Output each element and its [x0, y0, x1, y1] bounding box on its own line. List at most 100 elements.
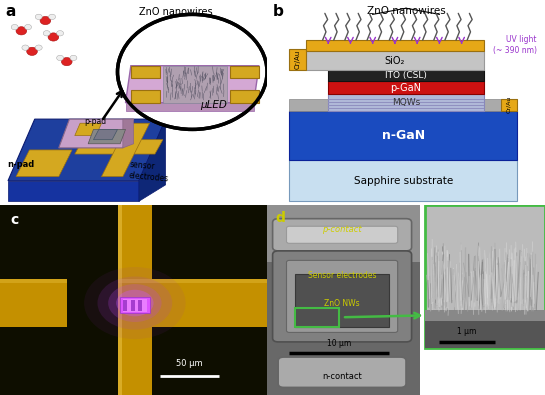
- Text: n-GaN: n-GaN: [382, 129, 425, 142]
- Bar: [426, 310, 545, 348]
- Bar: [289, 99, 328, 111]
- Bar: [328, 96, 484, 97]
- Bar: [426, 321, 545, 348]
- Bar: [289, 111, 517, 160]
- Circle shape: [25, 24, 32, 30]
- Polygon shape: [131, 90, 160, 103]
- FancyBboxPatch shape: [287, 260, 398, 333]
- Bar: [0, 279, 267, 327]
- Bar: [131, 300, 135, 310]
- Text: SiO₂: SiO₂: [385, 56, 405, 66]
- Text: Sensor electrodes: Sensor electrodes: [308, 271, 377, 280]
- Bar: [306, 40, 484, 51]
- Bar: [138, 300, 142, 310]
- Polygon shape: [75, 140, 163, 154]
- Polygon shape: [8, 119, 166, 181]
- Polygon shape: [125, 103, 254, 111]
- Polygon shape: [125, 66, 259, 103]
- Text: ZnO nanowires: ZnO nanowires: [140, 8, 213, 17]
- Text: n-pad: n-pad: [8, 160, 35, 169]
- Text: a: a: [5, 4, 16, 19]
- Circle shape: [40, 17, 51, 24]
- FancyBboxPatch shape: [287, 226, 398, 243]
- Text: 10 μm: 10 μm: [327, 339, 352, 348]
- Circle shape: [118, 14, 267, 130]
- Text: ITO (CSL): ITO (CSL): [385, 71, 427, 80]
- Bar: [328, 105, 484, 106]
- Bar: [328, 70, 484, 81]
- Circle shape: [22, 45, 29, 50]
- Text: Cr/Au: Cr/Au: [295, 50, 301, 69]
- Circle shape: [70, 55, 77, 60]
- Polygon shape: [88, 130, 125, 144]
- Bar: [289, 160, 517, 201]
- Bar: [267, 205, 420, 262]
- Text: p-contact: p-contact: [322, 225, 362, 233]
- Circle shape: [116, 290, 154, 316]
- Text: p-pad: p-pad: [84, 117, 106, 126]
- Text: ZnO nanowires: ZnO nanowires: [367, 6, 445, 16]
- Bar: [0, 279, 267, 283]
- Polygon shape: [229, 90, 259, 103]
- Circle shape: [62, 58, 72, 66]
- Circle shape: [27, 47, 38, 55]
- Bar: [163, 66, 227, 103]
- Bar: [118, 205, 122, 395]
- Circle shape: [48, 33, 59, 41]
- Text: ZnO NWs: ZnO NWs: [324, 299, 360, 308]
- Circle shape: [49, 14, 56, 19]
- Polygon shape: [94, 130, 118, 140]
- Bar: [426, 205, 545, 348]
- Bar: [123, 299, 147, 312]
- Text: p-GaN: p-GaN: [391, 83, 421, 93]
- Polygon shape: [123, 119, 134, 148]
- Circle shape: [35, 14, 42, 19]
- Circle shape: [11, 24, 18, 30]
- Polygon shape: [16, 150, 72, 177]
- Polygon shape: [139, 119, 166, 201]
- Bar: [500, 99, 517, 111]
- Circle shape: [43, 30, 50, 36]
- Bar: [123, 300, 127, 310]
- Bar: [120, 297, 149, 314]
- Text: n-contact: n-contact: [322, 372, 362, 380]
- Polygon shape: [131, 66, 160, 78]
- Bar: [328, 108, 484, 109]
- Text: 50 μm: 50 μm: [176, 359, 203, 369]
- Polygon shape: [229, 66, 259, 78]
- Polygon shape: [59, 119, 134, 148]
- Circle shape: [57, 55, 64, 60]
- Text: c: c: [11, 213, 19, 227]
- Bar: [67, 279, 118, 327]
- Circle shape: [84, 267, 186, 339]
- Text: b: b: [272, 4, 283, 19]
- Bar: [118, 205, 152, 395]
- Bar: [328, 94, 484, 111]
- Text: μLED: μLED: [200, 100, 227, 110]
- Circle shape: [16, 27, 27, 35]
- Bar: [267, 205, 420, 395]
- Text: 1 μm: 1 μm: [457, 327, 477, 336]
- Bar: [328, 102, 484, 103]
- Text: d: d: [275, 211, 285, 225]
- Circle shape: [35, 45, 42, 50]
- Text: sensor
electrodes: sensor electrodes: [128, 160, 169, 183]
- Bar: [295, 274, 389, 327]
- Bar: [306, 51, 484, 70]
- Text: MQWs: MQWs: [392, 98, 420, 107]
- Text: Sapphire substrate: Sapphire substrate: [354, 176, 453, 186]
- Circle shape: [108, 284, 161, 322]
- FancyBboxPatch shape: [272, 251, 411, 342]
- Text: Cr/Au: Cr/Au: [506, 96, 511, 113]
- FancyBboxPatch shape: [278, 357, 406, 387]
- Polygon shape: [101, 123, 149, 177]
- Polygon shape: [75, 123, 101, 135]
- Circle shape: [98, 276, 172, 329]
- FancyBboxPatch shape: [272, 219, 411, 251]
- Bar: [295, 308, 340, 327]
- Bar: [289, 49, 306, 70]
- Polygon shape: [8, 181, 139, 201]
- Circle shape: [57, 30, 64, 36]
- Bar: [328, 81, 484, 94]
- Text: UV light
(~ 390 nm): UV light (~ 390 nm): [493, 36, 537, 55]
